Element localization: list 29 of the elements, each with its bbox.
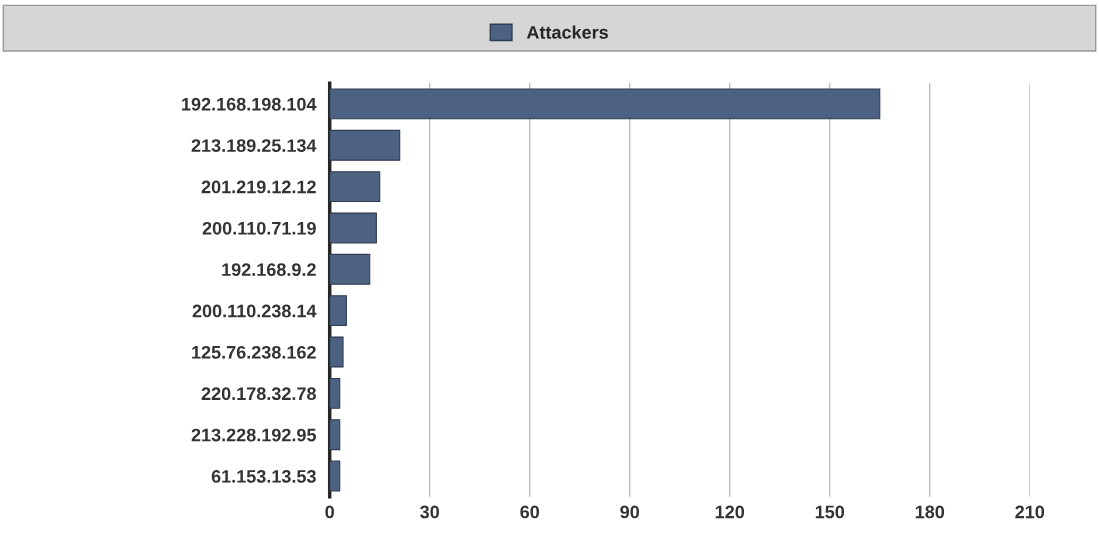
bar bbox=[329, 295, 347, 327]
y-tick-label: 213.189.25.134 bbox=[191, 139, 317, 152]
bar bbox=[329, 377, 341, 409]
x-tick-label: 60 bbox=[520, 505, 540, 519]
x-tick-label: 180 bbox=[915, 505, 945, 519]
y-tick-label: 201.219.12.12 bbox=[201, 180, 316, 194]
y-tick-label: 200.110.71.19 bbox=[202, 221, 316, 235]
x-tick-label: 120 bbox=[715, 505, 745, 519]
bar bbox=[329, 88, 881, 120]
bar bbox=[329, 253, 371, 285]
y-tick-label: 192.168.198.104 bbox=[182, 97, 317, 111]
x-tick-label: 30 bbox=[420, 505, 440, 519]
bar bbox=[329, 129, 401, 161]
bar bbox=[329, 212, 377, 244]
bar bbox=[329, 171, 381, 203]
y-tick-label: 220.178.32.78 bbox=[201, 387, 316, 401]
x-tick-label: 0 bbox=[325, 505, 334, 519]
y-tick-label: 61.153.13.53 bbox=[211, 469, 316, 483]
y-tick-label: 200.110.238.14 bbox=[192, 304, 317, 318]
legend-label: Attackers bbox=[526, 25, 608, 39]
bar bbox=[329, 336, 344, 368]
x-tick-label: 210 bbox=[1015, 505, 1045, 519]
bar bbox=[329, 460, 341, 492]
bar bbox=[329, 419, 341, 451]
x-tick-label: 90 bbox=[620, 505, 640, 519]
y-tick-label: 213.228.192.95 bbox=[191, 428, 317, 442]
y-tick-label: 125.76.238.162 bbox=[192, 345, 316, 359]
x-tick-label: 150 bbox=[815, 505, 845, 519]
y-tick-label: 192.168.9.2 bbox=[222, 263, 316, 277]
